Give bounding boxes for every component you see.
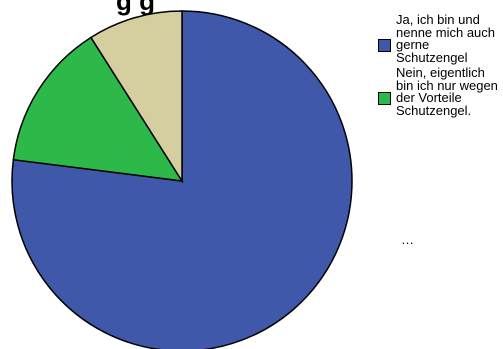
legend-label-2: Nein, eigentlich bin ich nur wegen der V… <box>396 65 498 118</box>
pie-slice-2 <box>12 36 184 182</box>
legend-swatch-2 <box>378 92 391 105</box>
legend-swatch-1 <box>378 39 391 52</box>
legend-item-1: Ja, ich bin und nenne mich auch gerne Sc… <box>378 12 503 65</box>
pie-slice-1 <box>11 10 353 349</box>
legend-item-2: Nein, eigentlich bin ich nur wegen der V… <box>378 65 503 118</box>
legend-label-1: Ja, ich bin und nenne mich auch gerne Sc… <box>396 12 496 65</box>
legend-more-ellipsis: … <box>401 232 414 247</box>
legend: Ja, ich bin und nenne mich auch gerne Sc… <box>378 12 503 120</box>
chart-title-fragment: g g <box>116 0 155 16</box>
pie-slice-3 <box>89 10 183 184</box>
